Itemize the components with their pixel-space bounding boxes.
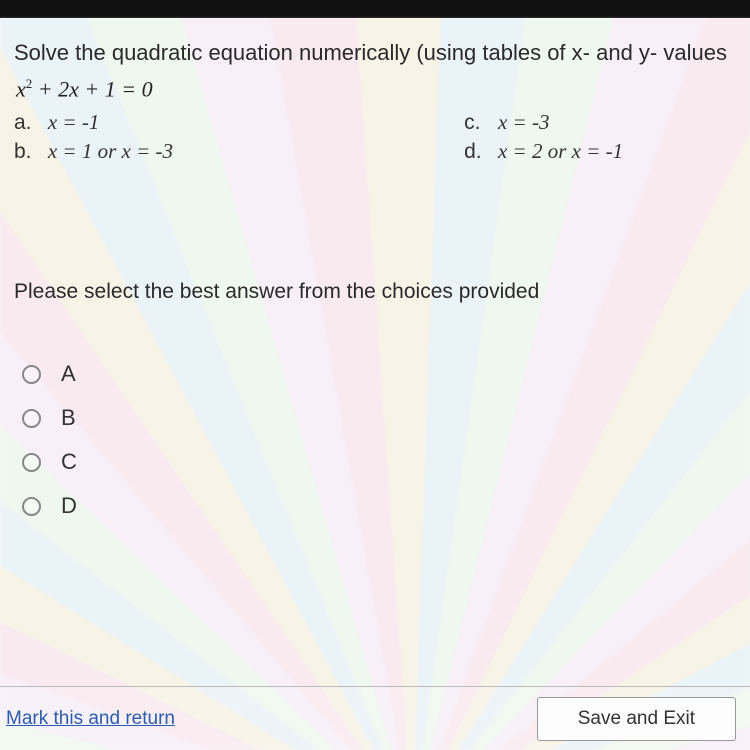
radio-label: D — [61, 493, 77, 519]
mark-and-return-link[interactable]: Mark this and return — [6, 708, 175, 730]
footer-bar: Mark this and return Save and Exit — [0, 686, 750, 750]
choice-b: b. x = 1 or x = -3 — [14, 139, 464, 164]
answer-choices: a. x = -1 b. x = 1 or x = -3 c. x = -3 d… — [14, 108, 740, 168]
choices-right-column: c. x = -3 d. x = 2 or x = -1 — [464, 108, 740, 168]
choice-d-value: x = 2 or x = -1 — [498, 139, 623, 163]
radio-option-d[interactable]: D — [14, 484, 740, 528]
choice-c-value: x = -3 — [498, 110, 550, 134]
choice-b-value: x = 1 or x = -3 — [48, 139, 173, 163]
instruction-text: Please select the best answer from the c… — [14, 280, 740, 304]
radio-option-b[interactable]: B — [14, 396, 740, 440]
radio-option-c[interactable]: C — [14, 440, 740, 484]
choice-d: d. x = 2 or x = -1 — [464, 139, 740, 164]
choice-c: c. x = -3 — [464, 110, 740, 135]
radio-label: C — [61, 449, 77, 475]
save-and-exit-button[interactable]: Save and Exit — [537, 697, 736, 741]
choice-a: a. x = -1 — [14, 110, 464, 135]
radio-group: A B C D — [14, 352, 740, 528]
choice-d-label: d. — [464, 140, 492, 164]
radio-icon — [22, 497, 41, 516]
choice-b-label: b. — [14, 140, 42, 164]
choice-a-value: x = -1 — [48, 110, 100, 134]
radio-label: B — [61, 405, 76, 431]
question-panel: Solve the quadratic equation numerically… — [0, 18, 750, 528]
radio-option-a[interactable]: A — [14, 352, 740, 396]
question-prompt: Solve the quadratic equation numerically… — [14, 40, 740, 66]
window-top-bar — [0, 0, 750, 18]
radio-icon — [22, 365, 41, 384]
equation-text: x2 + 2x + 1 = 0 — [16, 76, 740, 102]
radio-icon — [22, 453, 41, 472]
choices-left-column: a. x = -1 b. x = 1 or x = -3 — [14, 108, 464, 168]
radio-label: A — [61, 361, 76, 387]
choice-c-label: c. — [464, 111, 492, 135]
choice-a-label: a. — [14, 111, 42, 135]
radio-icon — [22, 409, 41, 428]
